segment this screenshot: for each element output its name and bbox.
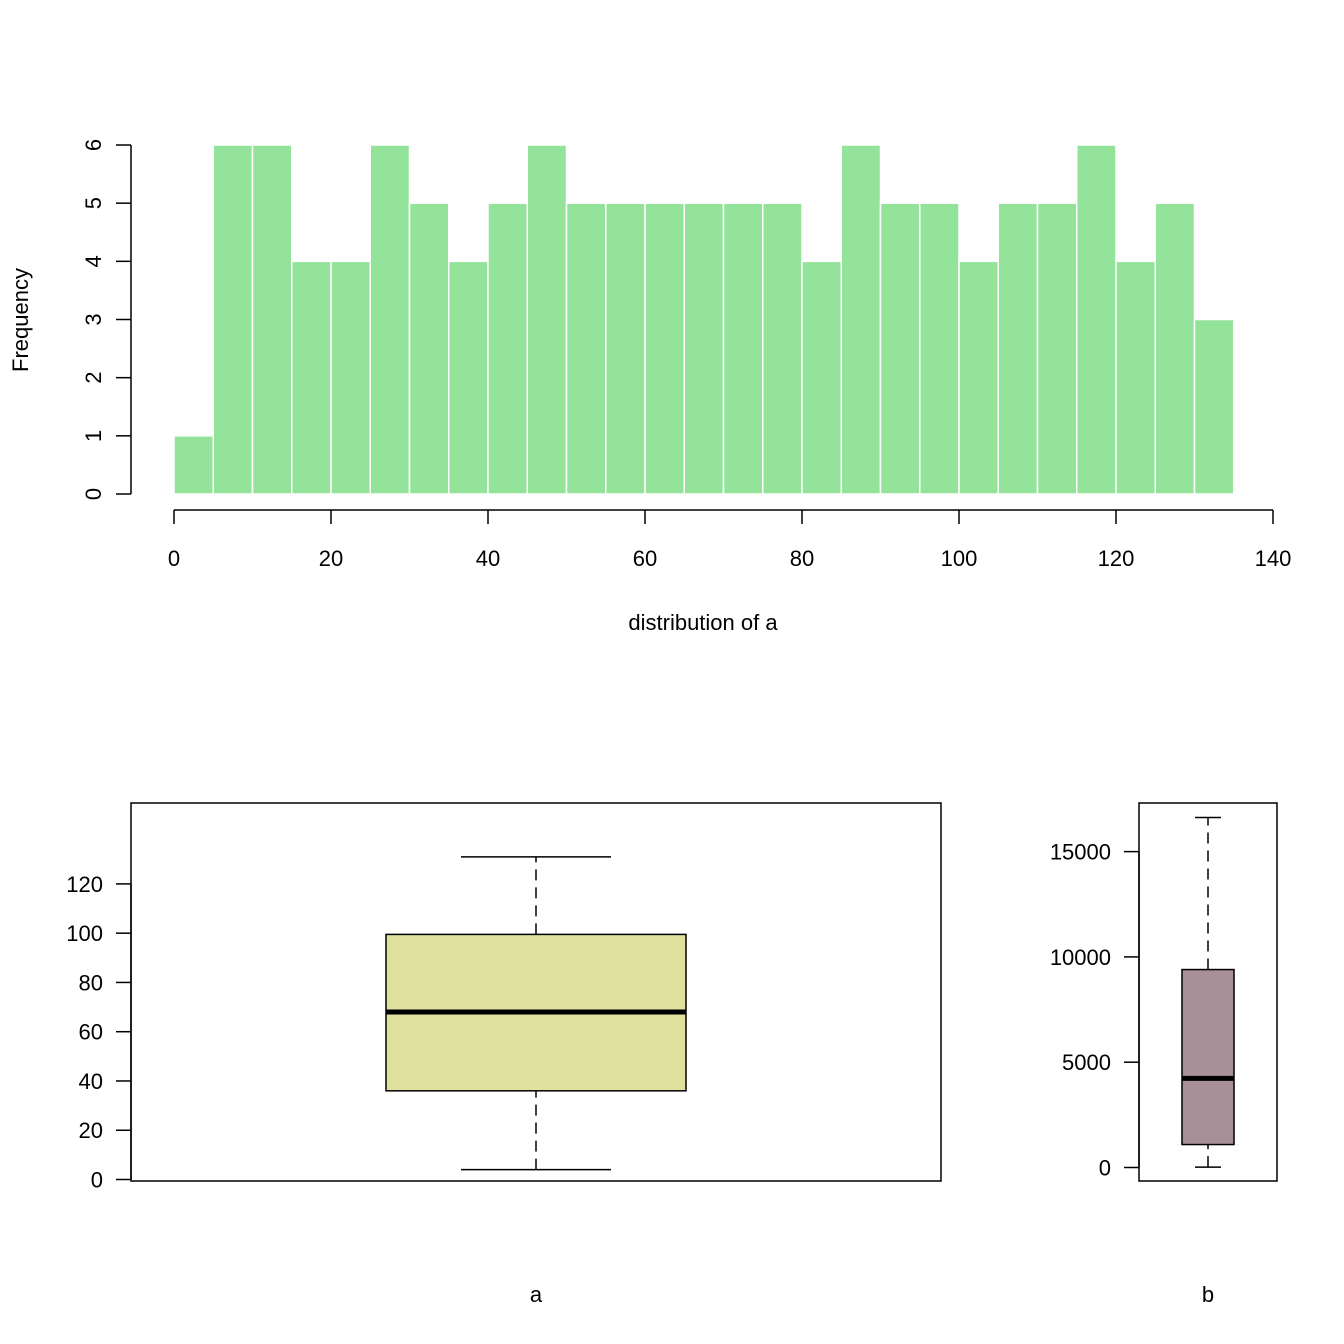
histogram-bar: [212, 144, 254, 495]
histogram-y-label: Frequency: [8, 268, 33, 372]
histogram-x-label: distribution of a: [628, 610, 778, 635]
histogram-bar: [487, 202, 528, 495]
histogram-bar: [644, 202, 685, 495]
histogram-y-tick-label: 3: [81, 313, 106, 325]
histogram-bar: [801, 260, 842, 495]
boxplot-b-y-tick-label: 0: [1099, 1156, 1111, 1181]
histogram-bar: [1154, 202, 1196, 495]
histogram-x-tick-label: 140: [1255, 546, 1292, 571]
histogram-bar: [526, 144, 568, 495]
boxplot-a-y-tick-label: 60: [79, 1020, 103, 1045]
histogram-x-tick-label: 40: [476, 546, 500, 571]
histogram-y-tick-label: 5: [81, 197, 106, 209]
histogram-bar: [683, 202, 725, 495]
histogram-bar: [958, 260, 999, 495]
histogram-y-tick-label: 4: [81, 255, 106, 267]
histogram-bar: [1115, 260, 1156, 495]
histogram-bar: [840, 144, 882, 495]
histogram-y-tick-label: 6: [81, 139, 106, 151]
histogram-x-tick-label: 80: [790, 546, 814, 571]
histogram-bar: [762, 202, 803, 495]
histogram-x-tick-label: 60: [633, 546, 657, 571]
histogram-bar: [1076, 144, 1117, 495]
histogram-y-axis: 0 1 2 3 4 5 6: [81, 139, 132, 500]
boxplot-a-y-tick-label: 120: [66, 872, 103, 897]
boxplot-b-y-tick-label: 15000: [1050, 840, 1111, 865]
histogram-x-tick-label: 20: [319, 546, 343, 571]
boxplot-a-marks: [385, 856, 687, 1171]
boxplot-a-y-tick-label: 100: [66, 921, 103, 946]
histogram-bar: [1036, 202, 1078, 495]
boxplot-a-x-label: a: [530, 1282, 543, 1307]
histogram-x-tick-label: 100: [941, 546, 978, 571]
histogram-bar: [369, 144, 411, 495]
histogram-bar: [291, 260, 332, 495]
histogram-bar: [997, 202, 1039, 495]
histogram-chart: 0 1 2 3 4 5 6 0 20 40 60 80 100 120 140 distribution …: [8, 139, 1291, 635]
histogram-bar: [251, 144, 293, 495]
histogram-y-tick-label: 1: [81, 430, 106, 442]
histogram-bar: [1193, 318, 1235, 495]
histogram-bar: [879, 202, 921, 495]
histogram-x-tick-label: 120: [1098, 546, 1135, 571]
boxplot-b-box: [1181, 968, 1235, 1146]
histogram-bar: [919, 202, 960, 495]
boxplot-a-y-tick-label: 80: [79, 970, 103, 995]
histogram-bar: [722, 202, 764, 495]
histogram-bar: [605, 202, 646, 495]
histogram-bar: [330, 260, 371, 495]
histogram-x-axis: 0 20 40 60 80 100 120 140: [168, 509, 1292, 571]
boxplot-a-y-tick-label: 0: [91, 1168, 103, 1193]
histogram-y-tick-label: 0: [81, 488, 106, 500]
histogram-bar: [408, 202, 450, 495]
boxplot-b-marks: [1181, 816, 1235, 1168]
boxplot-a-y-tick-label: 20: [79, 1118, 103, 1143]
boxplot-b-y-axis: 0 5000 10000 15000: [1050, 840, 1140, 1181]
boxplot-b-x-label: b: [1202, 1282, 1214, 1307]
histogram-bars: [173, 144, 1235, 495]
histogram-x-tick-label: 0: [168, 546, 180, 571]
boxplot-b-y-tick-label: 10000: [1050, 945, 1111, 970]
boxplot-a-y-axis: 0 20 40 60 80 100 120: [66, 872, 132, 1193]
histogram-bar: [173, 435, 214, 495]
boxplot-a-y-tick-label: 40: [79, 1069, 103, 1094]
histogram-y-tick-label: 2: [81, 372, 106, 384]
boxplot-b-y-tick-label: 5000: [1062, 1050, 1111, 1075]
boxplot-b-chart: 0 5000 10000 15000 b: [1050, 802, 1278, 1307]
histogram-bar: [448, 260, 489, 495]
boxplot-a-chart: 0 20 40 60 80 100 120 a: [66, 802, 942, 1307]
histogram-bar: [565, 202, 607, 495]
